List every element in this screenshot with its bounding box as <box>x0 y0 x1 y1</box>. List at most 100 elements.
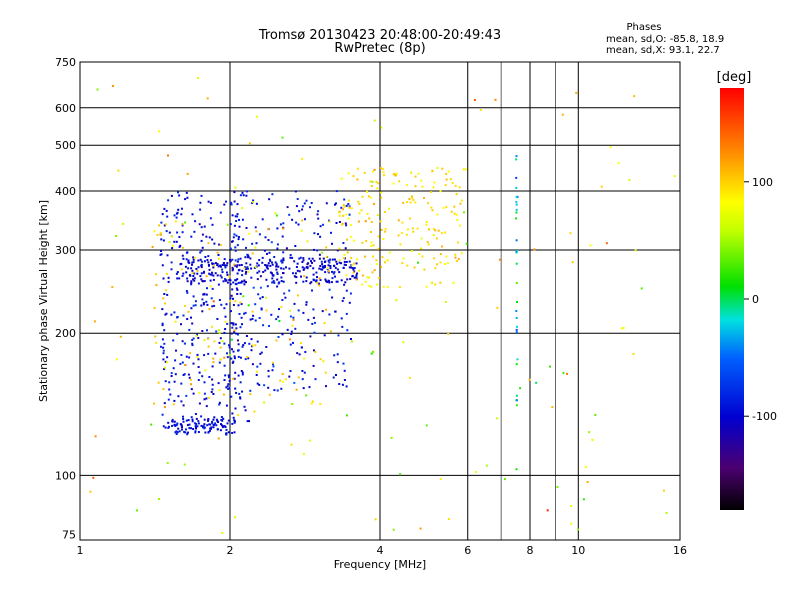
data-point <box>328 288 331 291</box>
data-point <box>305 276 308 279</box>
y-tick-label: 400 <box>55 185 76 198</box>
data-point <box>197 422 200 425</box>
data-point <box>222 393 225 396</box>
data-point <box>219 211 222 214</box>
data-point <box>305 280 308 283</box>
data-point <box>334 203 336 206</box>
data-point <box>185 271 188 274</box>
data-point <box>184 221 187 224</box>
data-point <box>184 265 187 268</box>
data-point <box>254 344 257 347</box>
data-point <box>516 358 519 361</box>
data-point <box>219 429 222 432</box>
data-point <box>258 317 261 319</box>
data-point <box>319 279 322 281</box>
data-point <box>327 264 330 267</box>
data-point <box>277 336 280 338</box>
data-point <box>203 427 206 430</box>
data-point <box>183 373 186 376</box>
data-point <box>209 201 212 204</box>
data-point <box>180 424 183 427</box>
data-point <box>620 327 623 330</box>
data-point <box>392 182 395 185</box>
data-point <box>205 300 208 303</box>
data-point <box>170 261 173 264</box>
data-point <box>179 423 182 426</box>
data-point <box>318 277 321 280</box>
data-point <box>191 420 194 423</box>
data-point <box>239 257 242 260</box>
data-point <box>209 217 212 220</box>
data-point <box>296 269 299 272</box>
data-point <box>375 259 378 262</box>
data-point <box>358 269 361 272</box>
data-point <box>458 186 461 189</box>
data-point <box>209 259 212 262</box>
data-point <box>174 359 177 362</box>
data-point <box>237 258 240 261</box>
data-point <box>294 190 297 193</box>
data-point <box>410 171 413 174</box>
data-point <box>237 304 240 307</box>
data-point <box>444 231 447 234</box>
data-point <box>167 398 170 401</box>
data-point <box>348 213 351 216</box>
data-point <box>243 280 246 283</box>
data-point <box>192 428 195 430</box>
data-point <box>245 271 248 273</box>
data-point <box>551 406 554 409</box>
data-point <box>209 427 212 430</box>
data-point <box>160 221 163 224</box>
data-point <box>244 311 247 314</box>
data-point <box>226 273 229 276</box>
data-point <box>264 264 267 266</box>
data-point <box>363 255 366 258</box>
data-point <box>265 309 268 312</box>
data-point <box>160 345 162 348</box>
data-point <box>301 370 304 372</box>
data-point <box>188 427 191 430</box>
data-point <box>474 471 477 473</box>
data-point <box>464 168 467 171</box>
data-point <box>441 167 444 170</box>
data-point <box>366 276 369 279</box>
data-point <box>237 333 239 336</box>
data-point <box>216 318 219 320</box>
data-point <box>203 418 206 421</box>
data-point <box>223 425 226 428</box>
data-point <box>345 274 348 277</box>
data-point <box>166 462 169 464</box>
data-point <box>153 230 156 233</box>
data-point <box>277 282 280 285</box>
data-point <box>344 247 347 250</box>
data-point <box>447 262 449 265</box>
data-point <box>207 200 210 203</box>
data-point <box>298 270 301 273</box>
x-tick-label: 4 <box>377 544 384 557</box>
data-point <box>298 257 301 260</box>
data-point <box>190 416 193 419</box>
data-point <box>189 352 192 355</box>
data-point <box>243 405 246 408</box>
data-point <box>184 305 187 307</box>
data-point <box>401 262 404 264</box>
data-point <box>197 366 200 368</box>
data-point <box>213 340 216 343</box>
data-point <box>249 257 252 260</box>
data-point <box>432 227 435 230</box>
data-point <box>311 400 314 403</box>
data-point <box>89 490 92 493</box>
data-point <box>173 214 176 217</box>
colorbar-gradient <box>720 88 744 510</box>
data-point <box>192 275 195 277</box>
data-point <box>176 316 179 318</box>
data-point <box>374 518 377 521</box>
data-point <box>257 264 260 267</box>
data-point <box>256 365 259 368</box>
data-point <box>233 419 236 422</box>
data-point <box>278 320 281 322</box>
data-point <box>430 206 433 209</box>
data-point <box>516 325 518 328</box>
data-point <box>459 224 462 227</box>
data-point <box>211 223 214 226</box>
